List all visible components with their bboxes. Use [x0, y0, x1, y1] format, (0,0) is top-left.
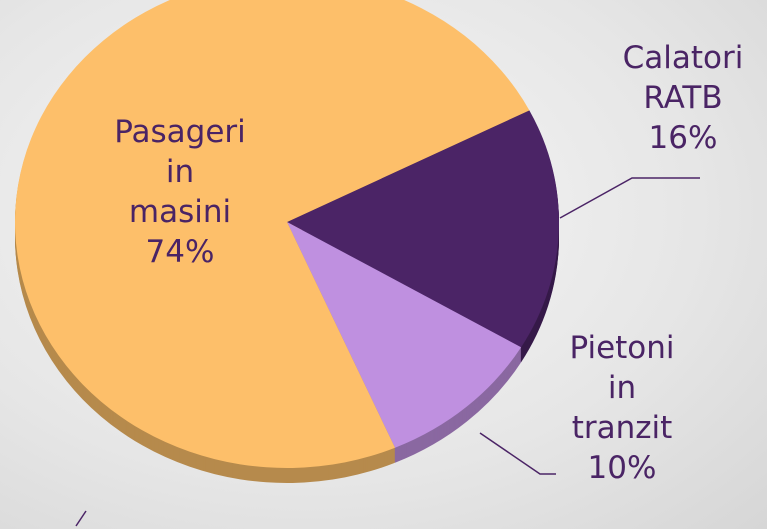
- slice-label: Pietoni in tranzit 10%: [569, 328, 674, 488]
- slice: [15, 0, 530, 468]
- slice: [287, 110, 559, 348]
- leader-line: [479, 432, 556, 475]
- pie: [15, 0, 559, 483]
- leader-line: [75, 510, 87, 527]
- value-label: 16%: [648, 120, 718, 156]
- leader-line: [559, 177, 700, 219]
- slice-label: Pasageri in masini 74%: [114, 112, 246, 272]
- value-label: 74%: [145, 234, 215, 270]
- value-label: 10%: [587, 450, 657, 486]
- category-label: Pietoni in tranzit: [569, 330, 675, 446]
- slice-label: Calatori RATB 16%: [623, 38, 744, 158]
- category-label: Calatori RATB: [622, 40, 744, 116]
- slice: [287, 222, 522, 448]
- category-label: Pasageri in masini: [114, 114, 246, 230]
